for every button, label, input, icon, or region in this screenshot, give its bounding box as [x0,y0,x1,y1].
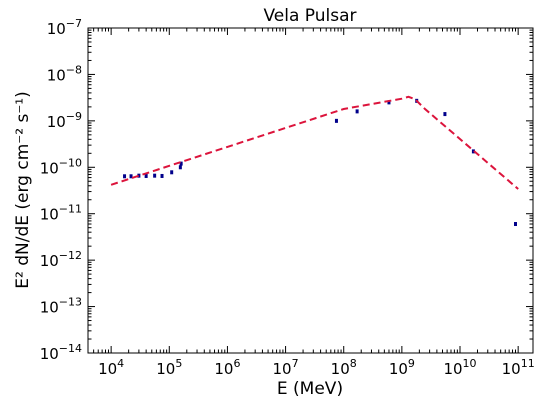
x-axis-label: E (MeV) [277,379,343,399]
chart-title: Vela Pulsar [263,6,356,26]
data-point [387,100,391,105]
data-point [153,173,157,178]
data-point [160,173,164,178]
plot-area [110,95,519,227]
y-tick-label: 10−10 [40,156,82,177]
x-tick-label: 108 [331,357,357,378]
tick-labels: 104 105 106 107 108 109 1010 1011 10−14 10−13 10−1… [40,17,535,378]
data-point [137,173,141,178]
y-tick-label: 10−13 [40,296,82,317]
y-tick-label: 10−14 [40,342,82,363]
x-tick-label: 109 [389,357,415,378]
x-tick-label: 1011 [502,357,535,378]
x-tick-label: 1010 [443,357,476,378]
y-axis-label: E² dN/dE (erg cm⁻² s⁻¹) [13,91,33,288]
plot-frame [87,27,534,354]
y-tick-label: 10−8 [47,63,82,84]
y-tick-label: 10−11 [40,203,82,224]
y-tick-label: 10−7 [47,17,82,38]
x-tick-label: 105 [156,357,182,378]
axis-ticks [87,27,533,354]
x-tick-label: 107 [273,357,299,378]
data-point [471,149,475,154]
data-point [144,173,148,178]
x-tick-label: 106 [214,357,240,378]
data-point [129,174,133,179]
data-point [443,112,447,117]
x-tick-label: 104 [98,357,124,378]
data-point [334,118,338,123]
data-point [170,170,174,175]
data-point [123,174,127,179]
data-point [513,222,517,227]
y-tick-label: 10−12 [40,249,82,270]
fit-curve [110,95,519,190]
data-point [179,161,183,166]
data-point [355,109,359,114]
data-point [178,165,182,170]
y-tick-label: 10−9 [47,110,82,131]
